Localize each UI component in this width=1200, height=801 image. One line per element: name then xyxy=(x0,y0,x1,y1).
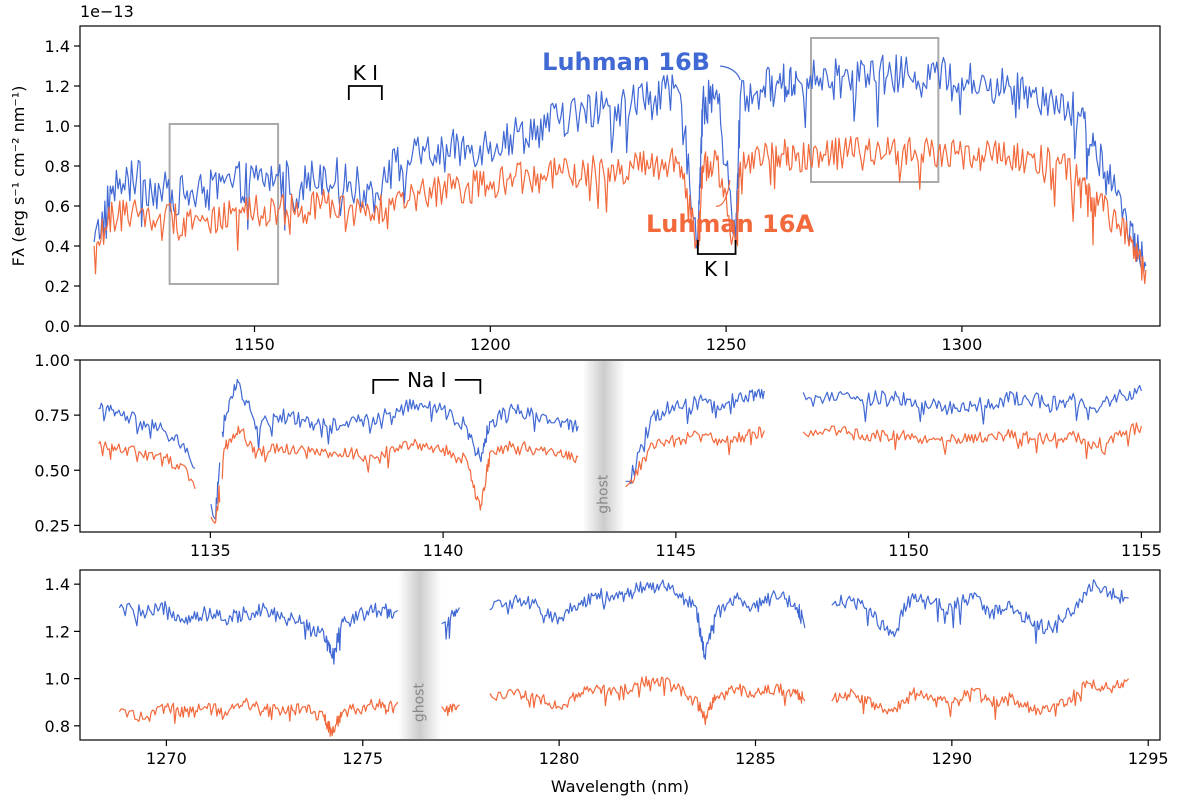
line-label-1: K I xyxy=(353,61,378,85)
y-tick-label: 0.6 xyxy=(45,197,70,216)
zoom-box-2 xyxy=(810,37,940,183)
y-tick-label: 0.50 xyxy=(34,461,70,480)
y-tick-label: 1.2 xyxy=(45,77,70,96)
line-label-2: K I xyxy=(704,257,729,281)
line-label-1: Na I xyxy=(407,368,446,392)
y-tick-label: 1.0 xyxy=(45,670,70,689)
series-label-3: Luhman 16B xyxy=(542,48,710,76)
y-tick-label: 0.8 xyxy=(45,157,70,176)
series-line-luhman-16b xyxy=(98,378,1142,520)
top-panel-frame xyxy=(79,25,1161,327)
y-tick-label: 1.00 xyxy=(34,351,70,370)
x-tick-label: 1155 xyxy=(1121,541,1162,560)
y-tick-label: 0.0 xyxy=(45,317,70,336)
y-tick-label: 0.4 xyxy=(45,237,70,256)
x-tick-label: 1275 xyxy=(342,749,383,768)
leader-line xyxy=(720,65,741,81)
x-tick-label: 1300 xyxy=(942,335,983,354)
x-tick-label: 1200 xyxy=(470,335,511,354)
y-tick-label: 1.4 xyxy=(45,37,70,56)
leader-line xyxy=(715,179,731,207)
middle-panel-frame xyxy=(79,359,1161,533)
x-tick-label: 1145 xyxy=(656,541,697,560)
bottom-panel: ghost 0.8 1.0 1.2 1.4 1270 1275 1280 1285 1290 1… xyxy=(45,569,1169,796)
y-tick-label: 0.8 xyxy=(45,717,70,736)
x-tick-label: 1150 xyxy=(234,335,275,354)
ghost-label: ghost xyxy=(412,683,428,723)
x-tick-label: 1250 xyxy=(706,335,747,354)
series-line-luhman-16a xyxy=(93,135,1147,285)
x-tick-label: 1290 xyxy=(931,749,972,768)
series-line-luhman-16a xyxy=(98,422,1142,524)
middle-panel: ghost Na I 0.25 0.50 0.75 1.00 1135 1140 1145… xyxy=(34,351,1161,560)
ghost-band xyxy=(398,571,442,739)
x-tick-label: 1280 xyxy=(539,749,580,768)
x-axis-label: Wavelength (nm) xyxy=(551,777,689,796)
x-tick-label: 1270 xyxy=(146,749,187,768)
y-tick-label: 1.2 xyxy=(45,622,70,641)
y-tick-label: 0.2 xyxy=(45,277,70,296)
y-tick-label: 1.4 xyxy=(45,575,70,594)
series-line-luhman-16a xyxy=(118,675,1130,737)
ghost-label: ghost xyxy=(596,474,612,514)
series-line-luhman-16b xyxy=(93,54,1147,273)
top-panel: 1e−13 Fλ (erg s⁻¹ cm⁻² nm⁻¹) K I K I Luhma… xyxy=(9,2,1161,354)
series-line-luhman-16b xyxy=(118,579,1129,665)
ghost-band xyxy=(582,361,625,531)
x-tick-label: 1295 xyxy=(1128,749,1169,768)
x-tick-label: 1135 xyxy=(190,541,231,560)
y-axis-label: Fλ (erg s⁻¹ cm⁻² nm⁻¹) xyxy=(9,86,28,267)
series-label-4: Luhman 16A xyxy=(646,210,815,238)
x-tick-label: 1285 xyxy=(735,749,776,768)
x-tick-label: 1150 xyxy=(888,541,929,560)
y-tick-label: 0.75 xyxy=(34,406,70,425)
line-bracket-1 xyxy=(347,85,383,100)
y-tick-label: 1.0 xyxy=(45,117,70,136)
y-offset-label: 1e−13 xyxy=(80,2,134,21)
bottom-panel-frame xyxy=(79,569,1161,741)
x-tick-label: 1140 xyxy=(423,541,464,560)
bracket-gap xyxy=(398,369,455,390)
line-bracket-2 xyxy=(696,240,737,255)
y-tick-label: 0.25 xyxy=(34,516,70,535)
